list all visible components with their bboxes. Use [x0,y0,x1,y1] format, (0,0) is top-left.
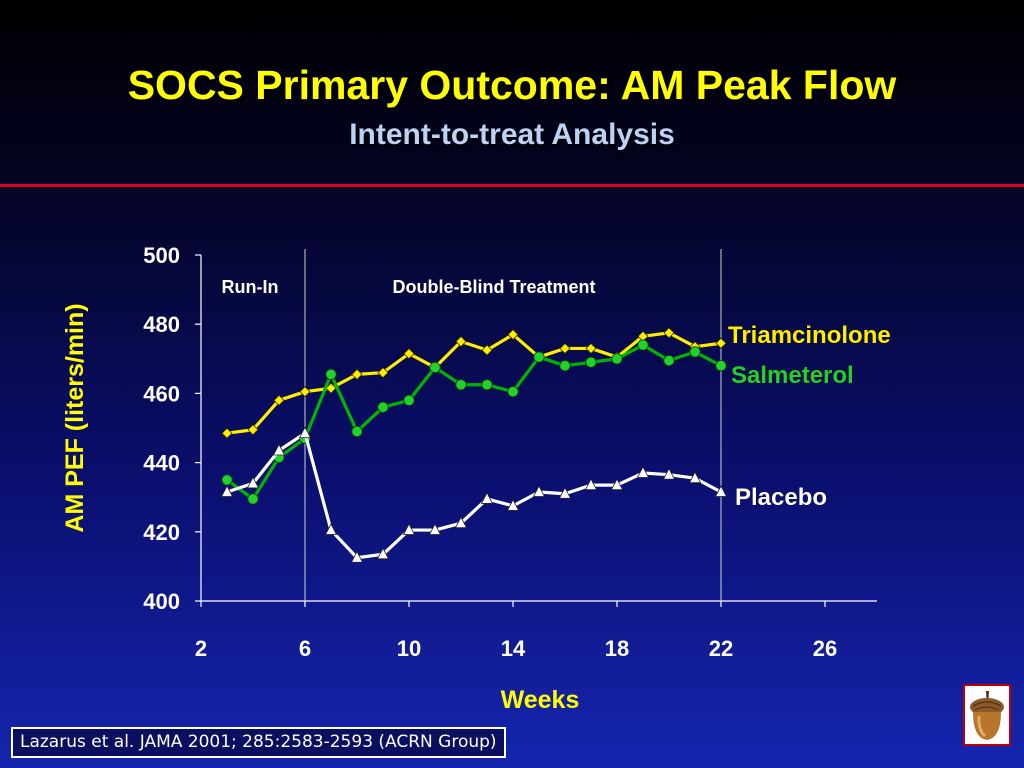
data-point-salmeterol [429,361,441,374]
data-point-triamcinolone [351,368,363,380]
data-point-placebo [662,467,676,480]
data-point-triamcinolone [273,394,285,406]
y-tick-label: 440 [143,451,180,476]
y-tick-label: 460 [143,381,180,406]
data-point-salmeterol [351,425,363,438]
data-point-salmeterol [507,386,519,398]
x-tick-label: 18 [605,636,629,661]
x-tick-label: 2 [195,636,207,661]
data-point-placebo [350,550,364,563]
data-point-triamcinolone [585,342,597,354]
data-point-placebo [246,476,260,489]
data-point-salmeterol [481,379,493,391]
data-point-salmeterol [403,394,415,406]
phase-label-double-blind: Double-Blind Treatment [392,277,595,297]
x-axis-title: Weeks [501,686,580,714]
data-point-triamcinolone [663,327,675,339]
citation-box: Lazarus et al. JAMA 2001; 285:2583-2593 … [11,727,506,758]
data-point-triamcinolone [507,329,519,341]
x-tick-label: 10 [397,636,421,661]
data-point-placebo [636,466,650,478]
data-point-placebo [324,523,338,535]
x-tick-label: 6 [299,636,311,661]
data-point-placebo [714,485,728,497]
data-point-salmeterol [247,493,259,505]
data-point-triamcinolone [559,342,571,354]
data-point-placebo [454,516,468,529]
series-label-triamcinolone: Triamcinolone [728,322,891,349]
y-tick-label: 500 [143,243,180,268]
acorn-logo [963,684,1011,746]
data-point-salmeterol [455,379,467,391]
slide-title: SOCS Primary Outcome: AM Peak Flow [127,62,897,108]
series-label-placebo: Placebo [735,484,827,511]
x-tick-label: 14 [501,636,526,661]
data-point-placebo [506,498,520,511]
data-point-triamcinolone [221,427,233,439]
slide-subtitle: Intent-to-treat Analysis [349,118,675,151]
data-point-salmeterol [377,401,389,413]
y-tick-label: 480 [143,312,180,337]
data-point-salmeterol [221,474,233,486]
data-point-placebo [558,486,572,499]
x-tick-label: 26 [813,636,837,661]
data-point-placebo [610,478,624,490]
data-point-placebo [532,485,546,497]
data-point-triamcinolone [455,335,467,348]
data-point-placebo [220,485,234,497]
y-axis-title: AM PEF (liters/min) [61,303,89,532]
data-point-salmeterol [585,356,597,368]
data-point-salmeterol [325,368,337,380]
data-point-placebo [402,523,416,535]
data-point-placebo [688,471,702,484]
data-point-placebo [584,478,598,490]
data-point-triamcinolone [377,367,389,379]
series-line-placebo [226,431,722,560]
phase-label-run-in: Run-In [222,277,279,297]
data-point-triamcinolone [715,337,727,349]
title-divider [0,184,1024,187]
data-point-placebo [298,426,312,439]
data-point-placebo [272,443,286,456]
data-point-placebo [480,492,494,504]
data-point-placebo [428,523,442,535]
data-point-triamcinolone [247,424,259,436]
series-label-salmeterol: Salmeterol [731,362,854,389]
data-point-salmeterol [533,351,545,363]
x-tick-label: 22 [709,636,733,661]
data-point-placebo [376,547,390,560]
acorn-icon [970,691,1004,740]
y-tick-label: 420 [143,520,180,545]
data-point-salmeterol [689,346,701,358]
y-tick-label: 400 [143,589,180,614]
data-point-triamcinolone [481,344,493,356]
data-point-salmeterol [611,353,623,365]
data-point-triamcinolone [299,386,311,398]
data-point-salmeterol [559,360,571,372]
data-point-salmeterol [637,339,649,351]
data-point-salmeterol [715,360,727,372]
data-point-salmeterol [663,354,675,367]
data-point-triamcinolone [403,348,415,360]
